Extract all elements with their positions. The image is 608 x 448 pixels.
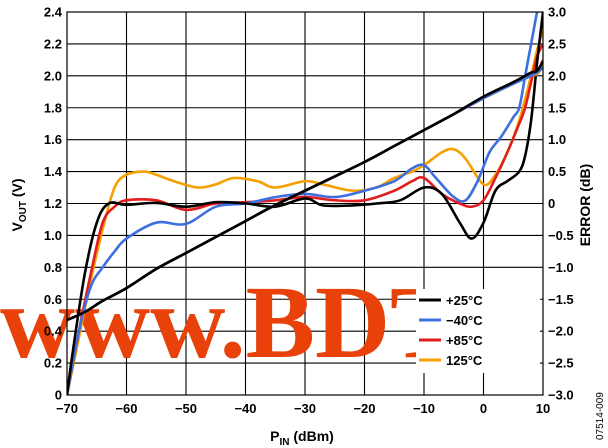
- y-tick-label: 0: [55, 388, 62, 403]
- y-axis-label-sub: OUT: [18, 201, 29, 222]
- x-axis-label-main: P: [270, 428, 279, 444]
- y-tick-label: 0.6: [44, 292, 62, 307]
- legend-label: 125°C: [446, 353, 483, 368]
- y2-tick-label: 1.5: [548, 100, 566, 115]
- y2-tick-label: 3.0: [548, 5, 566, 20]
- y-tick-label: 0.8: [44, 260, 62, 275]
- x-tick-label: −30: [294, 401, 316, 416]
- y-tick-label: 2.4: [44, 5, 63, 20]
- y-tick-label: 0.2: [44, 356, 62, 371]
- y2-tick-label: −2.5: [548, 356, 574, 371]
- y2-tick-label: −1.5: [548, 292, 574, 307]
- y2-tick-label: 0: [548, 196, 555, 211]
- y-tick-label: 1.6: [44, 132, 62, 147]
- x-tick-label: 10: [536, 401, 550, 416]
- x-tick-label: −70: [56, 401, 78, 416]
- y-tick-label: 1.2: [44, 196, 62, 211]
- legend-label: +85°C: [446, 333, 483, 348]
- y2-tick-label: −2.0: [548, 324, 574, 339]
- y2-tick-label: −3.0: [548, 388, 574, 403]
- legend-label: +25°C: [446, 293, 483, 308]
- legend: +25°C −40°C +85°C 125°C: [416, 289, 540, 373]
- y-tick-label: 1.4: [44, 164, 63, 179]
- y2-axis-label: ERROR (dB): [577, 164, 593, 246]
- y-tick-label: 2.2: [44, 36, 62, 51]
- y-tick-label: 2.0: [44, 68, 62, 83]
- error-line-1: [67, 12, 539, 395]
- grid: [67, 12, 543, 395]
- y2-tick-label: 1.0: [548, 132, 566, 147]
- y-axis-label-unit: (V): [9, 178, 25, 201]
- x-tick-label: −10: [413, 401, 435, 416]
- figure-id: 07514-009: [595, 392, 606, 440]
- x-tick-label: −60: [115, 401, 137, 416]
- vout-line-0: [67, 60, 543, 322]
- x-tick-label: −20: [353, 401, 375, 416]
- y2-tick-label: 2.5: [548, 36, 566, 51]
- error-line-0: [67, 12, 543, 395]
- x-axis-label-unit: (dBm): [290, 428, 334, 444]
- y-axis-label-main: V: [9, 222, 25, 232]
- y-tick-label: 0.4: [44, 324, 63, 339]
- y-tick-label: 1.8: [44, 100, 62, 115]
- y2-tick-label: 0.5: [548, 164, 566, 179]
- plot-frame: [66, 11, 544, 396]
- error-line-3: [67, 30, 543, 395]
- x-tick-label: 0: [480, 401, 487, 416]
- x-tick-label: −50: [175, 401, 197, 416]
- series-layer: [67, 12, 543, 395]
- legend-label: −40°C: [446, 313, 483, 328]
- x-axis-label: PIN (dBm): [270, 428, 334, 448]
- y2-tick-label: −0.5: [548, 228, 574, 243]
- x-tick-label: −40: [234, 401, 256, 416]
- y2-tick-label: 2.0: [548, 68, 566, 83]
- tick-labels: −70 −60 −50 −40 −30 −20 −10 0 10 0 0.2 0.4 0.6 0.8 1.0…: [44, 5, 574, 417]
- x-axis-label-sub: IN: [280, 437, 290, 448]
- y-tick-label: 1.0: [44, 228, 62, 243]
- y2-tick-label: −1.0: [548, 260, 574, 275]
- y-axis-label: VOUT (V): [9, 178, 29, 231]
